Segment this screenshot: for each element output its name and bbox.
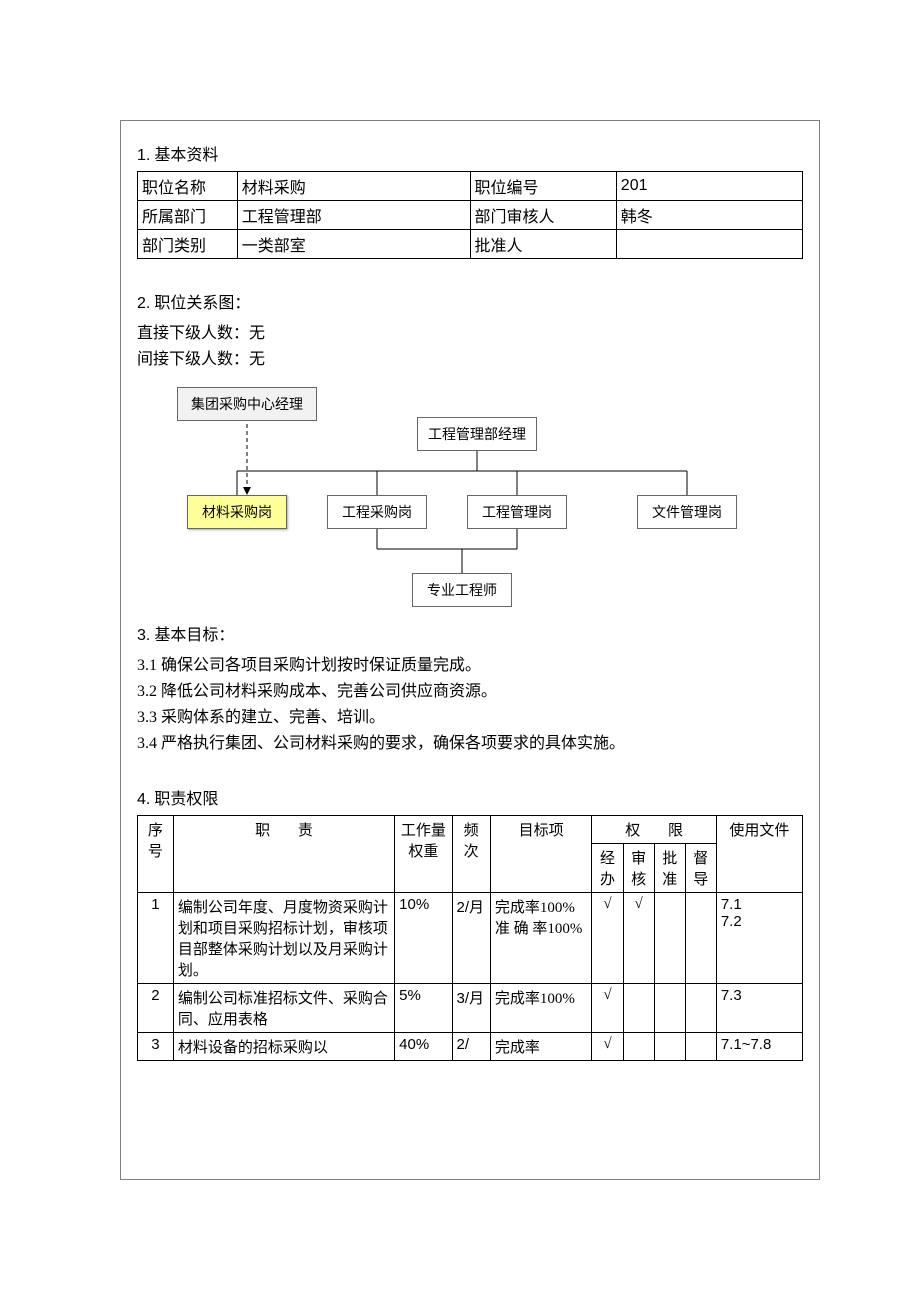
cell-weight: 10% <box>395 893 452 984</box>
cell-freq: 2/ <box>452 1033 490 1061</box>
direct-subordinates: 直接下级人数：无 <box>137 319 803 343</box>
col-seq: 序号 <box>138 816 174 893</box>
label: 部门审核人 <box>470 201 616 230</box>
cell-perm <box>654 984 685 1033</box>
section-2-title: 职位关系图： <box>154 295 250 312</box>
col-target: 目标项 <box>490 816 592 893</box>
node-eng-buy: 工程采购岗 <box>327 495 427 529</box>
cell-perm: √ <box>592 984 623 1033</box>
indirect-subordinates: 间接下级人数：无 <box>137 345 803 369</box>
value <box>616 230 802 259</box>
node-pro-eng: 专业工程师 <box>412 573 512 607</box>
col-freq: 频次 <box>452 816 490 893</box>
cell-target: 完成率100% <box>490 984 592 1033</box>
cell-perm <box>685 1033 716 1061</box>
table-row: 2 编制公司标准招标文件、采购合同、应用表格 5% 3/月 完成率100% √ … <box>138 984 803 1033</box>
table-row: 部门类别 一类部室 批准人 <box>138 230 803 259</box>
cell-perm: √ <box>592 1033 623 1061</box>
cell-weight: 40% <box>395 1033 452 1061</box>
cell-duty: 编制公司标准招标文件、采购合同、应用表格 <box>173 984 394 1033</box>
col-perm: 权 限 <box>592 816 716 844</box>
cell-freq: 3/月 <box>452 984 490 1033</box>
col-weight: 工作量权重 <box>395 816 452 893</box>
node-group-manager: 集团采购中心经理 <box>177 387 317 421</box>
goal-item: 3.1 确保公司各项目采购计划按时保证质量完成。 <box>137 651 803 675</box>
cell-target: 完成率 <box>490 1033 592 1061</box>
cell-freq: 2/月 <box>452 893 490 984</box>
section-3-title: 基本目标： <box>154 627 234 644</box>
section-4-title: 职责权限 <box>154 791 218 808</box>
col-perm-dd: 督导 <box>685 844 716 893</box>
node-eng-manager: 工程管理部经理 <box>417 417 537 451</box>
label: 职位编号 <box>470 172 616 201</box>
cell-perm: √ <box>623 893 654 984</box>
cell-duty: 材料设备的招标采购以 <box>173 1033 394 1061</box>
label: 部门类别 <box>138 230 238 259</box>
cell-doc: 7.1~7.8 <box>716 1033 802 1061</box>
cell-duty: 编制公司年度、月度物资采购计划和项目采购招标计划，审核项目部整体采购计划以及月采… <box>173 893 394 984</box>
org-chart: 集团采购中心经理 工程管理部经理 材料采购岗 工程采购岗 工程管理岗 文件管理岗… <box>167 387 820 607</box>
col-perm-sh: 审核 <box>623 844 654 893</box>
col-perm-jb: 经办 <box>592 844 623 893</box>
cell-seq: 1 <box>138 893 174 984</box>
section-2-num: 2. <box>137 295 150 312</box>
section-1-num: 1. <box>137 147 150 164</box>
cell-perm <box>654 1033 685 1061</box>
value: 韩冬 <box>616 201 802 230</box>
cell-doc: 7.17.2 <box>716 893 802 984</box>
label: 批准人 <box>470 230 616 259</box>
goals-list: 3.1 确保公司各项目采购计划按时保证质量完成。 3.2 降低公司材料采购成本、… <box>137 651 803 753</box>
header-row: 序号 职 责 工作量权重 频次 目标项 权 限 使用文件 <box>138 816 803 844</box>
cell-seq: 3 <box>138 1033 174 1061</box>
cell-perm <box>623 984 654 1033</box>
section-3-head: 3. 基本目标： <box>137 621 803 645</box>
value: 201 <box>616 172 802 201</box>
col-doc: 使用文件 <box>716 816 802 893</box>
table-row: 职位名称 材料采购 职位编号 201 <box>138 172 803 201</box>
basic-info-table: 职位名称 材料采购 职位编号 201 所属部门 工程管理部 部门审核人 韩冬 部… <box>137 171 803 259</box>
cell-weight: 5% <box>395 984 452 1033</box>
goal-item: 3.2 降低公司材料采购成本、完善公司供应商资源。 <box>137 677 803 701</box>
cell-target: 完成率100%准 确 率100% <box>490 893 592 984</box>
cell-perm: √ <box>592 893 623 984</box>
goal-item: 3.4 严格执行集团、公司材料采购的要求，确保各项要求的具体实施。 <box>137 729 803 753</box>
col-duty: 职 责 <box>173 816 394 893</box>
cell-perm <box>685 984 716 1033</box>
label: 所属部门 <box>138 201 238 230</box>
cell-doc: 7.3 <box>716 984 802 1033</box>
node-material-post: 材料采购岗 <box>187 495 287 529</box>
cell-perm <box>685 893 716 984</box>
cell-perm <box>654 893 685 984</box>
table-row: 1 编制公司年度、月度物资采购计划和项目采购招标计划，审核项目部整体采购计划以及… <box>138 893 803 984</box>
col-perm-pz: 批准 <box>654 844 685 893</box>
table-row: 3 材料设备的招标采购以 40% 2/ 完成率 √ 7.1~7.8 <box>138 1033 803 1061</box>
section-1-title: 基本资料 <box>154 147 218 164</box>
section-4-num: 4. <box>137 791 150 808</box>
cell-perm <box>623 1033 654 1061</box>
table-row: 所属部门 工程管理部 部门审核人 韩冬 <box>138 201 803 230</box>
goal-item: 3.3 采购体系的建立、完善、培训。 <box>137 703 803 727</box>
value: 材料采购 <box>237 172 470 201</box>
value: 一类部室 <box>237 230 470 259</box>
section-2-head: 2. 职位关系图： <box>137 289 803 313</box>
cell-seq: 2 <box>138 984 174 1033</box>
page-frame: 1. 基本资料 职位名称 材料采购 职位编号 201 所属部门 工程管理部 部门… <box>120 120 820 1180</box>
label: 职位名称 <box>138 172 238 201</box>
section-1-head: 1. 基本资料 <box>137 141 803 165</box>
value: 工程管理部 <box>237 201 470 230</box>
node-eng-mgmt: 工程管理岗 <box>467 495 567 529</box>
node-doc-mgmt: 文件管理岗 <box>637 495 737 529</box>
duties-table: 序号 职 责 工作量权重 频次 目标项 权 限 使用文件 经办 审核 批准 督导… <box>137 815 803 1061</box>
section-3-num: 3. <box>137 627 150 644</box>
section-4-head: 4. 职责权限 <box>137 785 803 809</box>
